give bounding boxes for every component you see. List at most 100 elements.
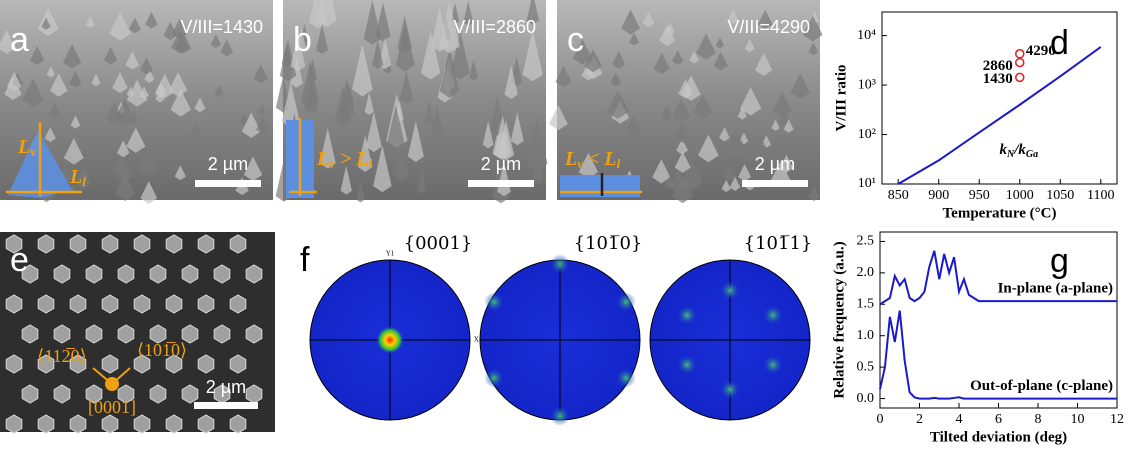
schematic: [560, 175, 640, 197]
scale-text: 2 µm: [208, 154, 248, 174]
page: aV/III=14302 µmLvLlbV/III=28602 µmLv > L…: [0, 0, 1129, 454]
x-axis-title: Temperature (°C): [943, 205, 1057, 221]
pole-spot: [763, 305, 783, 325]
pyramid: [102, 415, 118, 433]
axis-label: Y1: [386, 250, 395, 258]
pyramid: [54, 385, 70, 403]
y-tick-label: 10¹: [858, 176, 876, 191]
marker: [1016, 73, 1024, 81]
pole-spot: [550, 254, 570, 274]
x-tick-label: 0: [877, 412, 884, 427]
scale-bar: [194, 402, 258, 409]
panel-letter: a: [10, 21, 29, 59]
marker: [1016, 58, 1024, 66]
pyramid: [214, 325, 230, 343]
x-tick-label: 10: [1071, 412, 1085, 427]
ratio-label: V/III=4290: [727, 17, 810, 37]
scale-bar: [742, 180, 808, 187]
pyramid: [182, 385, 198, 403]
annotation-part: L: [69, 166, 82, 188]
panel-letter: b: [293, 21, 312, 59]
pyramid: [118, 325, 134, 343]
panel-letter: f: [300, 241, 310, 279]
scale-bar: [468, 180, 534, 187]
pole-spot: [376, 326, 404, 354]
pyramid: [38, 235, 54, 253]
pole-spot: [484, 368, 504, 388]
x-tick-label: 1050: [1046, 188, 1074, 203]
y-axis-title: Relative frequency (a.u.): [831, 241, 847, 398]
scale-text: 2 µm: [206, 377, 246, 397]
pyramid: [198, 235, 214, 253]
x-tick-label: 8: [1035, 412, 1042, 427]
y-tick-label: 0.5: [857, 359, 875, 374]
marker-label: 4290: [1026, 43, 1056, 59]
pyramid: [182, 265, 198, 283]
pyramid: [134, 415, 150, 433]
annotation: kN/kGa: [1000, 142, 1039, 160]
pole-spot: [616, 292, 636, 312]
pyramid: [230, 415, 246, 433]
pyramid: [70, 415, 86, 433]
y-tick-label: 10²: [858, 127, 876, 142]
pyramid: [86, 265, 102, 283]
pyramid: [38, 295, 54, 313]
x-tick-label: 4: [956, 412, 963, 427]
pole-spot: [763, 355, 783, 375]
pyramid: [150, 385, 166, 403]
x-axis-title: Tilted deviation (deg): [930, 429, 1067, 445]
pyramid: [118, 265, 134, 283]
ratio-label: V/III=1430: [180, 17, 263, 37]
annotation-part: > L: [335, 148, 369, 170]
subscript: v: [30, 144, 36, 159]
subscript: l: [369, 156, 373, 171]
y-tick-label: 1.5: [857, 297, 875, 312]
direction-label: ⟨101̅0⟩: [137, 340, 187, 360]
annotation-part: L: [17, 136, 30, 158]
series-label: Out-of-plane (c-plane): [970, 378, 1113, 394]
y-tick-label: 10⁴: [857, 28, 876, 43]
pole-label: {0001}: [404, 233, 473, 254]
pyramid: [6, 295, 22, 313]
pyramid: [246, 325, 262, 343]
pole-spot: [720, 380, 740, 400]
panel-letter: g: [1050, 242, 1069, 280]
pyramid: [230, 295, 246, 313]
marker-label: 2860: [983, 58, 1013, 74]
pyramid: [102, 355, 118, 373]
x-tick-label: 12: [1110, 412, 1124, 427]
y-tick-label: 1.0: [857, 328, 875, 343]
annotation: Lv < Ll: [564, 148, 621, 171]
x-tick-label: 1100: [1087, 188, 1114, 203]
pyramid: [54, 325, 70, 343]
panel-letter: c: [567, 21, 584, 59]
scale-text: 2 µm: [755, 154, 795, 174]
x-tick-label: 900: [928, 188, 949, 203]
pyramid: [38, 415, 54, 433]
x-tick-label: 2: [916, 412, 923, 427]
y-tick-label: 10³: [858, 77, 876, 92]
pole-spot: [720, 280, 740, 300]
pyramid: [230, 235, 246, 253]
pyramid: [134, 235, 150, 253]
x-tick-label: 850: [888, 188, 909, 203]
y-tick-label: 2.5: [857, 234, 875, 249]
pyramid: [150, 265, 166, 283]
y-tick-label: 0.0: [857, 391, 875, 406]
ratio-label: V/III=2860: [453, 17, 536, 37]
pyramid: [230, 355, 246, 373]
pyramid: [86, 325, 102, 343]
pyramid: [102, 295, 118, 313]
subscript: l: [82, 174, 86, 189]
marker: [1016, 50, 1024, 58]
x-tick-label: 1000: [1006, 188, 1034, 203]
direction-label: [0001]: [88, 397, 136, 417]
panel-letter: e: [10, 241, 29, 279]
pyramid: [102, 235, 118, 253]
pole-label: {101̅0}: [574, 233, 643, 254]
x-tick-label: 6: [995, 412, 1002, 427]
pyramid: [54, 265, 70, 283]
scale-text: 2 µm: [481, 154, 521, 174]
pyramid: [214, 265, 230, 283]
annotation-part: L: [316, 148, 329, 170]
